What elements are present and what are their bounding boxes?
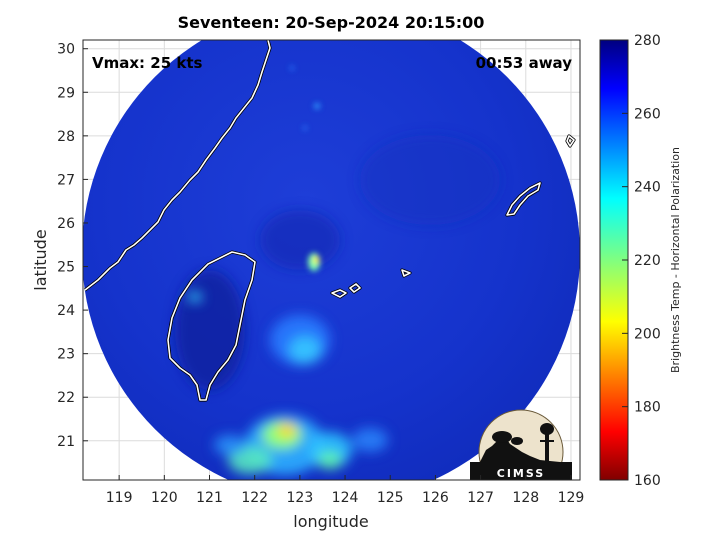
- figure-title: Seventeen: 20-Sep-2024 20:15:00: [178, 13, 485, 32]
- x-tick-label: 125: [377, 490, 404, 506]
- x-tick-label: 120: [151, 490, 178, 506]
- y-tick-label: 25: [57, 260, 75, 276]
- colorbar-tick-label: 200: [634, 326, 661, 342]
- colorbar-tick-label: 160: [634, 473, 661, 489]
- eta-label: 00:53 away: [476, 54, 573, 72]
- x-tick-label: 123: [287, 490, 314, 506]
- cimss-logo: CIMSS: [470, 409, 572, 480]
- colorbar-label: Brightness Temp - Horizontal Polarizatio…: [669, 147, 682, 373]
- colorbar-tick-label: 280: [634, 33, 661, 49]
- y-tick-label: 22: [57, 390, 75, 406]
- x-axis-label: longitude: [293, 512, 368, 531]
- cold-features: [188, 292, 388, 475]
- small-features: [290, 66, 320, 130]
- x-tick-label: 124: [332, 490, 359, 506]
- x-tick-label: 127: [467, 490, 494, 506]
- vmax-label: Vmax: 25 kts: [92, 54, 202, 72]
- colorbar-tick-label: 260: [634, 106, 661, 122]
- x-tick-label: 128: [512, 490, 539, 506]
- y-tick-labels: 21 22 23 24 25 26 27 28 29 30: [57, 42, 88, 450]
- y-tick-label: 24: [57, 303, 75, 319]
- y-axis-label: latitude: [31, 229, 50, 290]
- colorbar-ticks: 160 180 200 220 240 260 280: [622, 33, 661, 489]
- y-tick-label: 23: [57, 347, 75, 363]
- y-tick-label: 28: [57, 129, 75, 145]
- coastlines: [84, 40, 576, 402]
- x-tick-label: 126: [422, 490, 449, 506]
- colorbar-tick-label: 220: [634, 253, 661, 269]
- y-tick-label: 29: [57, 85, 75, 101]
- axes-frame: [82, 39, 581, 481]
- x-tick-label: 119: [106, 490, 133, 506]
- center-feature: [308, 253, 320, 271]
- x-tick-label: 129: [558, 490, 585, 506]
- x-tick-label: 121: [196, 490, 223, 506]
- y-tick-label: 27: [57, 172, 75, 188]
- y-tick-label: 26: [57, 216, 75, 232]
- y-tick-label: 21: [57, 434, 75, 450]
- y-tick-label: 30: [57, 42, 75, 58]
- colorbar-tick-label: 180: [634, 400, 661, 416]
- x-tick-label: 122: [241, 490, 268, 506]
- cimss-logo-text: CIMSS: [497, 467, 545, 480]
- colorbar-tick-label: 240: [634, 180, 661, 196]
- x-tick-labels: 119 120 121 122 123 124 125 126 127 128 129: [106, 475, 585, 506]
- radiometer-swath: CIMSS: [83, 40, 580, 480]
